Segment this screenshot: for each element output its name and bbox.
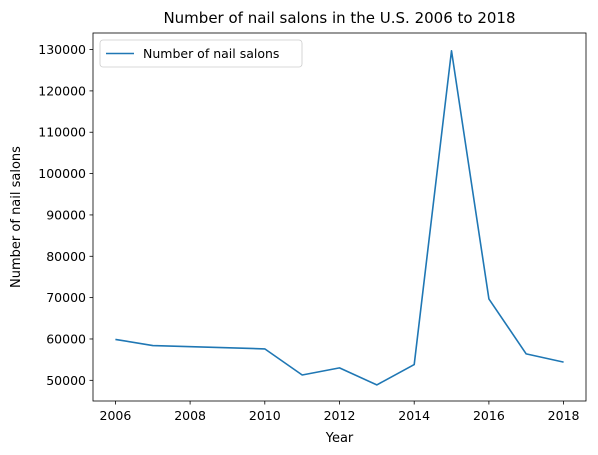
y-tick-label: 70000 xyxy=(46,290,86,305)
plot-area: 2006 2008 2010 2012 2014 2016 2018 50000 60000 7… xyxy=(38,32,587,423)
x-tick-label: 2018 xyxy=(548,408,580,423)
y-tick-label: 50000 xyxy=(46,373,86,388)
y-tick-label: 80000 xyxy=(46,249,86,264)
plot-frame xyxy=(92,32,587,402)
x-tick-label: 2014 xyxy=(398,408,430,423)
y-tick-label: 100000 xyxy=(38,166,86,181)
chart-title: Number of nail salons in the U.S. 2006 t… xyxy=(163,9,515,27)
y-axis-ticks: 50000 60000 70000 80000 90000 100000 110000 120… xyxy=(38,42,93,388)
y-axis-label: Number of nail salons xyxy=(9,146,24,288)
y-tick-label: 90000 xyxy=(46,207,86,222)
legend: Number of nail salons xyxy=(99,39,303,68)
x-tick-label: 2008 xyxy=(174,408,206,423)
x-axis-label: Year xyxy=(325,431,354,446)
x-tick-label: 2010 xyxy=(249,408,281,423)
x-tick-label: 2016 xyxy=(473,408,505,423)
y-tick-label: 130000 xyxy=(38,42,86,57)
y-tick-label: 110000 xyxy=(38,125,86,140)
x-axis-ticks: 2006 2008 2010 2012 2014 2016 2018 xyxy=(100,401,580,423)
x-tick-label: 2012 xyxy=(324,408,356,423)
legend-label: Number of nail salons xyxy=(143,46,279,61)
plot-background xyxy=(93,33,586,401)
series-line-number-of-nail-salons xyxy=(115,49,564,386)
x-tick-label: 2006 xyxy=(100,408,132,423)
legend-box xyxy=(99,39,303,68)
y-tick-label: 60000 xyxy=(46,331,86,346)
y-tick-label: 120000 xyxy=(38,83,86,98)
